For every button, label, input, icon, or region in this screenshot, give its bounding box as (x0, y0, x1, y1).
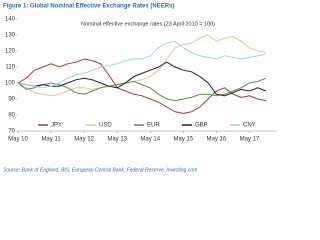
series-line (17, 61, 267, 97)
series-line (17, 58, 267, 114)
y-tick-label: 90 (8, 97, 15, 103)
legend-label: USD (99, 123, 112, 129)
y-tick-label: 130 (5, 33, 16, 39)
series-line (17, 34, 267, 97)
y-tick-label: 100 (5, 81, 16, 87)
chart: Figure 1: Global Nominal Effective Excha… (3, 4, 277, 173)
y-tick-label: 70 (8, 129, 15, 135)
series-line (17, 77, 267, 102)
x-tick-label: May 12 (74, 137, 94, 143)
chart-subtitle: Nominal effective exchange rates (23 Apr… (81, 21, 215, 27)
legend-label: CNY (243, 123, 256, 129)
legend-label: EUR (147, 123, 160, 129)
y-tick-label: 80 (8, 113, 15, 119)
x-tick-label: May 16 (207, 137, 227, 143)
y-tick-label: 110 (5, 65, 15, 71)
y-tick-label: 120 (5, 49, 16, 55)
series-line (17, 40, 267, 89)
x-tick-label: May 11 (41, 137, 61, 143)
y-tick-label: 140 (5, 17, 16, 23)
x-tick-label: May 10 (8, 137, 28, 143)
source: Source: Bank of England, BIS, European C… (3, 167, 197, 173)
x-tick-label: May 13 (107, 137, 127, 143)
x-tick-label: May 17 (240, 137, 260, 143)
legend-label: JPY (51, 123, 62, 129)
legend-label: GBP (195, 123, 208, 129)
chart-title: Figure 1: Global Nominal Effective Excha… (3, 4, 174, 10)
x-tick-label: May 14 (140, 137, 160, 143)
x-tick-label: May 15 (173, 137, 193, 143)
